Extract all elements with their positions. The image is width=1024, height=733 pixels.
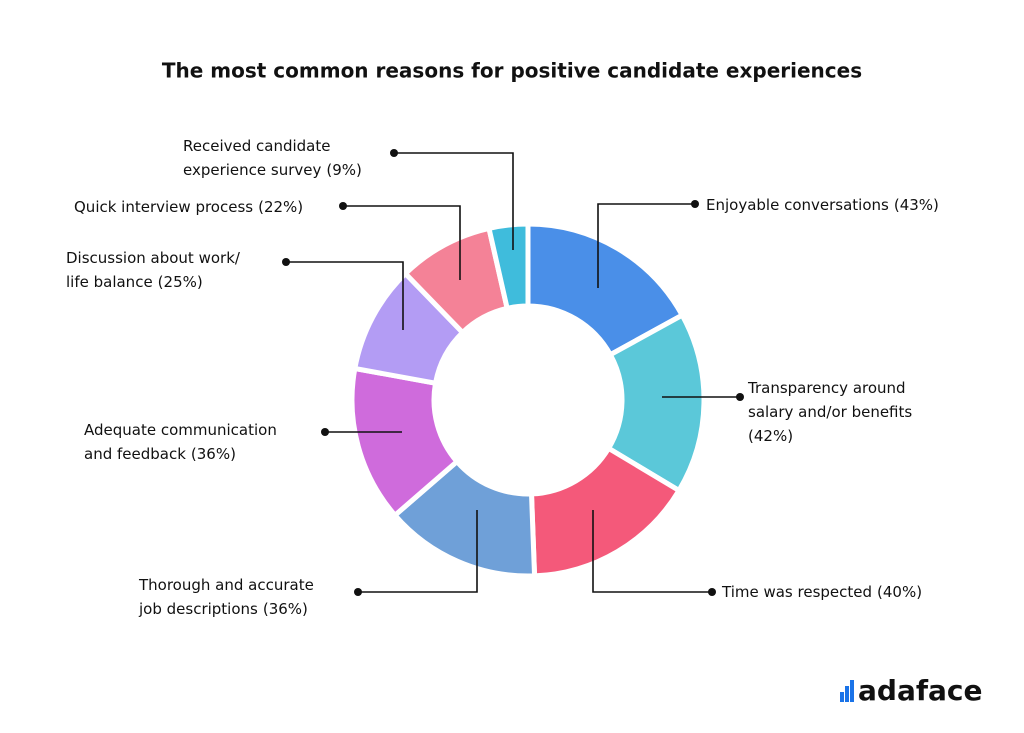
value-label: (25%) [158, 273, 203, 291]
leader-dot [691, 200, 699, 208]
leader-dot [354, 588, 362, 596]
leader-line [592, 510, 712, 593]
slice-label: Adequate communication and feedback (36%) [84, 421, 277, 463]
chart-title: The most common reasons for positive can… [162, 59, 862, 83]
label-line: experience survey [183, 161, 321, 179]
label-line: Transparency around [747, 379, 906, 397]
logo: adaface [840, 674, 983, 707]
logo-text: adaface [858, 674, 983, 707]
leader-dot [339, 202, 347, 210]
label-line: Adequate communication [84, 421, 277, 439]
logo-bar [845, 686, 849, 702]
slice-label: Time was respected (40%) [721, 583, 922, 601]
label-line: Thorough and accurate [138, 576, 314, 594]
leader-dot [736, 393, 744, 401]
donut-slice [525, 221, 686, 359]
leader-dot [708, 588, 716, 596]
label-line: Enjoyable conversations [706, 196, 889, 214]
leader-dot [390, 149, 398, 157]
slice-label: Enjoyable conversations (43%) [706, 196, 939, 214]
label-line: Time was respected [721, 583, 872, 601]
label-line: Quick interview process [74, 198, 253, 216]
logo-bar [850, 680, 854, 702]
leader-dot [321, 428, 329, 436]
leader-line [394, 152, 514, 250]
slice-label: Transparency around salary and/or benefit… [747, 379, 912, 445]
label-line: Discussion about work/ [66, 249, 241, 267]
label-line: job descriptions [138, 600, 258, 618]
leader-line [286, 261, 404, 330]
label-line: life balance [66, 273, 153, 291]
leader-line [358, 510, 478, 593]
label-line: Received candidate [183, 137, 330, 155]
leader-line [343, 205, 461, 280]
value-label: (40%) [877, 583, 922, 601]
slice-label: Discussion about work/life balance (25%) [66, 249, 241, 291]
value-label: (36%) [263, 600, 308, 618]
slice-label: Thorough and accurate job descriptions (36… [138, 576, 314, 618]
label-line: and feedback [84, 445, 186, 463]
value-label: (36%) [191, 445, 236, 463]
leader-dot [282, 258, 290, 266]
leader-line [597, 203, 695, 288]
logo-bar [840, 692, 844, 702]
donut-slice [485, 221, 531, 312]
slice-label: Received candidate experience survey (9%) [183, 137, 362, 179]
value-label: (43%) [894, 196, 939, 214]
label-line: salary and/or benefits [748, 403, 912, 421]
value-label: (9%) [326, 161, 362, 179]
slice-label: Quick interview process (22%) [74, 198, 303, 216]
value-label: (22%) [258, 198, 303, 216]
value-label: (42%) [748, 427, 793, 445]
